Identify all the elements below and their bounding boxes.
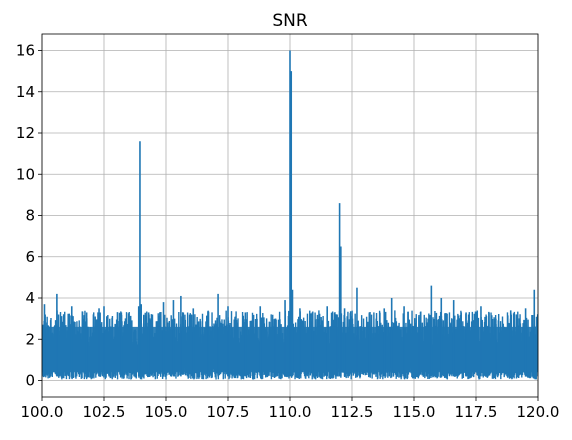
data-layer <box>42 50 538 380</box>
axis-layer: 100.0 102.5 105.0 107.5 110.0 112.5 115.0 117.5… <box>16 42 560 422</box>
y-tick-label: 16 <box>16 42 35 60</box>
x-tick-label: 120.0 <box>517 403 560 421</box>
x-tick-label: 105.0 <box>145 403 188 421</box>
y-tick-label: 0 <box>25 372 35 390</box>
x-tick-label: 117.5 <box>455 403 498 421</box>
y-tick-label: 14 <box>16 83 35 101</box>
x-tick-label: 102.5 <box>83 403 126 421</box>
chart-title: SNR <box>272 11 308 31</box>
y-tick-label: 12 <box>16 124 35 142</box>
y-tick-label: 6 <box>25 248 35 266</box>
y-tick-label: 2 <box>25 330 35 348</box>
x-tick-label: 115.0 <box>393 403 436 421</box>
x-tick-label: 110.0 <box>269 403 312 421</box>
y-tick-label: 8 <box>25 207 35 225</box>
plot-frame <box>41 33 539 398</box>
x-tick-label: 112.5 <box>331 403 374 421</box>
x-tick-label: 107.5 <box>207 403 250 421</box>
x-tick-label: 100.0 <box>21 403 64 421</box>
y-tick-label: 10 <box>16 165 35 183</box>
y-tick-label: 4 <box>25 289 35 307</box>
